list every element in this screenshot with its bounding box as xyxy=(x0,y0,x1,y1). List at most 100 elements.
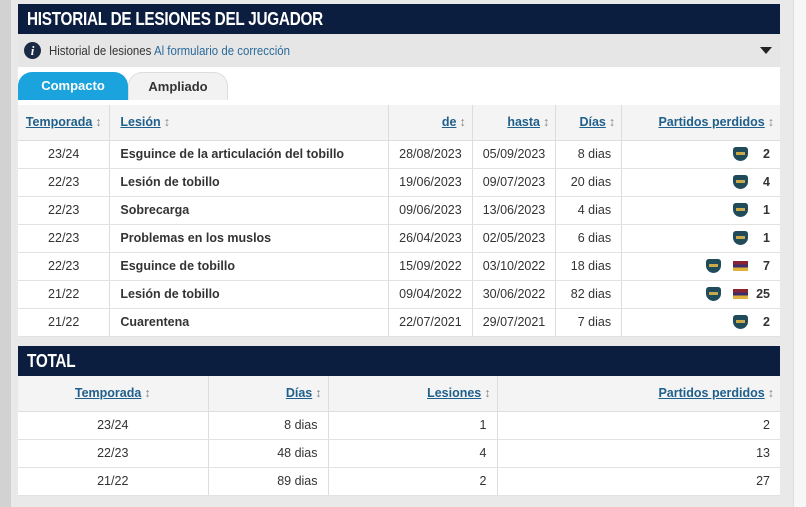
sort-link[interactable]: Partidos perdidos xyxy=(658,115,765,130)
panel-title: HISTORIAL DE LESIONES DEL JUGADOR xyxy=(18,4,780,34)
table-row: 22/23 Problemas en los muslos 26/04/2023… xyxy=(18,224,780,253)
to-date: 02/05/2023 xyxy=(471,224,556,253)
national-team-flag-icon[interactable] xyxy=(733,289,748,300)
games-missed: 4 xyxy=(621,168,780,197)
club-crest-icon[interactable] xyxy=(733,175,748,190)
sort-link[interactable]: Partidos perdidos xyxy=(658,386,765,401)
sort-link[interactable]: hasta xyxy=(507,115,540,130)
sort-link[interactable]: Temporada xyxy=(25,115,93,130)
from-date: 15/09/2022 xyxy=(388,252,473,281)
sort-link[interactable]: de xyxy=(441,115,457,130)
total-panel: TOTAL Temporada ↕ Días ↕ Lesiones ↕ Partidos p… xyxy=(18,346,780,496)
column-header-temporada[interactable]: Temporada ↕ xyxy=(18,376,208,412)
season: 22/23 xyxy=(18,439,208,468)
season: 21/22 xyxy=(18,467,208,496)
games-missed: 2 xyxy=(496,411,780,440)
table-row: 23/24 Esguince de la articulación del to… xyxy=(18,140,780,169)
correction-form-link[interactable]: Al formulario de corrección xyxy=(153,43,291,58)
club-crest-icon[interactable] xyxy=(706,287,721,302)
column-header-dias[interactable]: Días ↕ xyxy=(207,376,328,412)
table-row: 22/23 Lesión de tobillo 19/06/2023 09/07… xyxy=(18,168,780,197)
injury-history-panel: HISTORIAL DE LESIONES DEL JUGADOR i Hist… xyxy=(18,4,780,337)
table-row: 21/22 Cuarentena 22/07/2021 29/07/2021 7… xyxy=(18,308,780,337)
club-crest-icon[interactable] xyxy=(733,203,748,218)
injury: Cuarentena xyxy=(109,308,389,337)
national-team-flag-icon[interactable] xyxy=(733,261,748,272)
season: 22/23 xyxy=(18,224,110,253)
games-missed: 7 xyxy=(621,252,780,281)
club-crest-icon[interactable] xyxy=(706,259,721,274)
sort-icon[interactable]: ↕ xyxy=(484,386,491,401)
games-missed: 1 xyxy=(621,224,780,253)
days: 48 dias xyxy=(207,439,328,468)
sort-icon[interactable]: ↕ xyxy=(767,386,774,401)
info-icon: i xyxy=(24,42,41,59)
sort-icon[interactable]: ↕ xyxy=(95,115,102,130)
days: 7 dias xyxy=(555,308,622,337)
days: 89 dias xyxy=(207,467,328,496)
days: 8 dias xyxy=(555,140,622,169)
club-crest-icon[interactable] xyxy=(733,231,748,246)
caret-down-icon[interactable] xyxy=(760,47,772,54)
tab-compacto[interactable]: Compacto xyxy=(18,72,128,100)
club-crest-icon[interactable] xyxy=(733,315,748,330)
season: 22/23 xyxy=(18,168,110,197)
from-date: 22/07/2021 xyxy=(388,308,473,337)
season: 23/24 xyxy=(18,140,110,169)
season: 23/24 xyxy=(18,411,208,440)
sort-icon[interactable]: ↕ xyxy=(163,115,170,130)
total-table: Temporada ↕ Días ↕ Lesiones ↕ Partidos perdido… xyxy=(18,376,780,496)
sort-icon[interactable]: ↕ xyxy=(459,115,466,130)
table-row: 21/22 Lesión de tobillo 09/04/2022 30/06… xyxy=(18,280,780,309)
column-header-partidos[interactable]: Partidos perdidos ↕ xyxy=(496,376,780,412)
injury: Esguince de la articulación del tobillo xyxy=(109,140,389,169)
column-header-temporada[interactable]: Temporada ↕ xyxy=(18,105,110,141)
days: 20 dias xyxy=(555,168,622,197)
games-missed: 2 xyxy=(621,140,780,169)
total-row: 23/24 8 dias 1 2 xyxy=(18,411,780,440)
injury: Lesión de tobillo xyxy=(109,168,389,197)
sort-link[interactable]: Días xyxy=(579,115,606,130)
sort-icon[interactable]: ↕ xyxy=(543,115,550,130)
to-date: 05/09/2023 xyxy=(471,140,556,169)
days: 18 dias xyxy=(555,252,622,281)
sort-link[interactable]: Días xyxy=(285,386,313,401)
view-tabs: Compacto Ampliado xyxy=(18,67,780,105)
left-edge xyxy=(0,0,11,507)
from-date: 09/06/2023 xyxy=(388,196,473,225)
season: 22/23 xyxy=(18,196,110,225)
column-header-dias[interactable]: Días ↕ xyxy=(555,105,622,141)
sort-link[interactable]: Temporada xyxy=(74,386,142,401)
right-sidebar-edge xyxy=(793,0,806,507)
column-header-de[interactable]: de ↕ xyxy=(388,105,473,141)
to-date: 30/06/2022 xyxy=(471,280,556,309)
to-date: 29/07/2021 xyxy=(471,308,556,337)
sort-icon[interactable]: ↕ xyxy=(315,386,322,401)
sort-icon[interactable]: ↕ xyxy=(144,386,151,401)
from-date: 09/04/2022 xyxy=(388,280,473,309)
injury: Esguince de tobillo xyxy=(109,252,389,281)
sort-icon[interactable]: ↕ xyxy=(767,115,774,130)
to-date: 13/06/2023 xyxy=(471,196,556,225)
from-date: 28/08/2023 xyxy=(388,140,473,169)
days: 8 dias xyxy=(207,411,328,440)
tab-ampliado[interactable]: Ampliado xyxy=(128,72,228,100)
season: 22/23 xyxy=(18,252,110,281)
column-header-lesion[interactable]: Lesión ↕ xyxy=(109,105,389,141)
total-row: 21/22 89 dias 2 27 xyxy=(18,467,780,496)
column-header-lesiones[interactable]: Lesiones ↕ xyxy=(327,376,497,412)
games-missed: 13 xyxy=(496,439,780,468)
days: 6 dias xyxy=(555,224,622,253)
games-missed: 2 xyxy=(621,308,780,337)
injuries: 2 xyxy=(327,467,497,496)
days: 82 dias xyxy=(555,280,622,309)
sort-link[interactable]: Lesión xyxy=(120,115,161,130)
injuries: 4 xyxy=(327,439,497,468)
games-missed: 25 xyxy=(621,280,780,309)
column-header-partidos[interactable]: Partidos perdidos ↕ xyxy=(621,105,780,141)
injury: Lesión de tobillo xyxy=(109,280,389,309)
club-crest-icon[interactable] xyxy=(733,147,748,162)
column-header-hasta[interactable]: hasta ↕ xyxy=(471,105,556,141)
sort-icon[interactable]: ↕ xyxy=(608,115,616,130)
sort-link[interactable]: Lesiones xyxy=(427,386,482,401)
